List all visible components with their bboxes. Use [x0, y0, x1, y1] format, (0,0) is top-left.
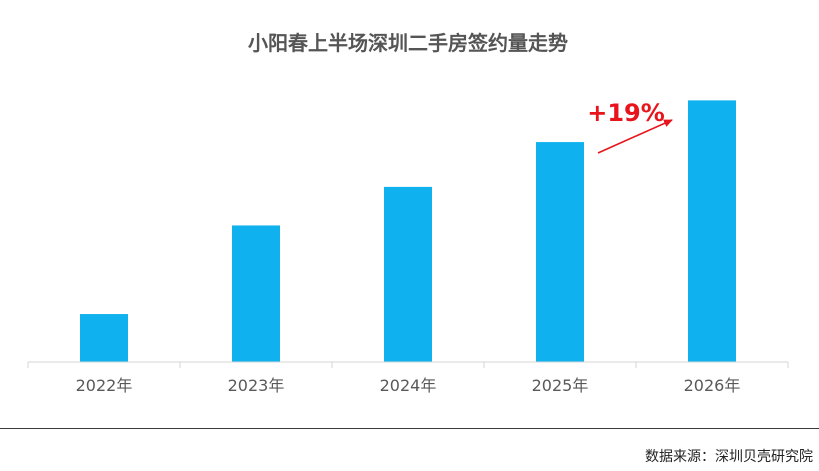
- x-tick-label: 2026年: [684, 376, 741, 395]
- bar-2: [232, 225, 280, 362]
- x-tick-label: 2024年: [380, 376, 437, 395]
- bars-layer: [80, 100, 736, 362]
- x-tick-label: 2023年: [228, 376, 285, 395]
- source-note: 数据来源：深圳贝壳研究院: [645, 449, 813, 465]
- bar-3: [384, 186, 432, 362]
- chart-title: 小阳春上半场深圳二手房签约量走势: [248, 31, 568, 55]
- growth-annotation-label: +19%: [587, 99, 665, 127]
- bar-5: [688, 100, 736, 362]
- bar-1: [80, 314, 128, 362]
- x-tick-labels: 2022年 2023年 2024年 2025年 2026年: [76, 376, 741, 395]
- x-tick-label: 2022年: [76, 376, 133, 395]
- footer-divider: [0, 428, 819, 429]
- bar-4: [536, 142, 584, 362]
- x-tick-label: 2025年: [532, 376, 589, 395]
- tick-marks: [27, 362, 789, 368]
- growth-arrow: [597, 119, 673, 154]
